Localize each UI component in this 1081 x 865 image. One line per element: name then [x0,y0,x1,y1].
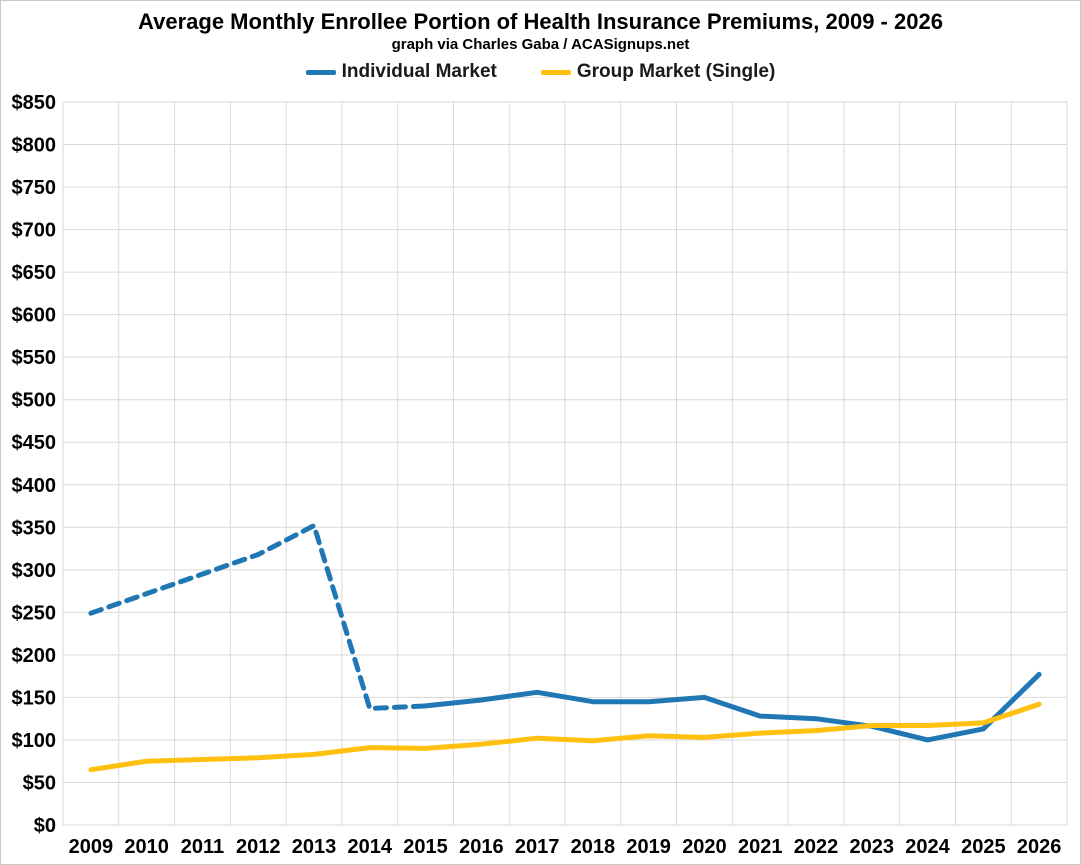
y-axis-tick-label: $350 [12,517,57,539]
x-axis-tick-label: 2013 [292,836,337,858]
individual-market-line [423,671,1042,743]
y-axis-tick-label: $150 [12,687,57,709]
x-axis-tick-label: 2018 [571,836,616,858]
x-axis-tick-label: 2023 [850,836,895,858]
y-axis-tick-label: $750 [12,177,57,199]
legend-line-swatch-individual-icon [305,69,336,75]
x-axis-tick-label: 2020 [682,836,727,858]
legend-line-swatch-group-icon [540,69,571,75]
y-axis-tick-label: $200 [12,645,57,667]
y-axis-tick-label: $850 [12,92,57,114]
x-axis-tick-label: 2026 [1017,836,1062,858]
x-axis-tick-label: 2019 [626,836,671,858]
x-axis-tick-label: 2024 [905,836,950,858]
y-axis-tick-label: $800 [12,135,57,157]
x-axis-tick-label: 2022 [794,836,839,858]
y-axis-tick-label: $450 [12,432,57,454]
legend-item-individual-market: Individual Market [305,61,497,83]
x-axis-tick-label: 2015 [403,836,448,858]
y-axis-tick-label: $300 [12,560,57,582]
y-axis-tick-label: $700 [12,220,57,242]
group-market-single-line [88,701,1042,773]
x-axis-tick-label: 2014 [348,836,393,858]
x-axis-tick-label: 2025 [961,836,1006,858]
x-axis-tick-label: 2021 [738,836,783,858]
legend-label-individual-market: Individual Market [341,61,497,82]
legend-item-group-market: Group Market (Single) [540,61,776,83]
legend-label-group-market: Group Market (Single) [576,61,776,82]
chart-title: Average Monthly Enrollee Portion of Heal… [138,9,943,34]
y-axis-tick-label: $500 [12,390,57,412]
x-axis-tick-label: 2009 [69,836,114,858]
y-axis-tick-label: $50 [23,772,56,794]
y-axis-tick-label: $400 [12,475,57,497]
y-axis-tick-label: $600 [12,305,57,327]
x-axis-tick-label: 2016 [459,836,504,858]
x-axis-tick-label: 2011 [181,836,224,858]
x-axis-tick-label: 2010 [124,836,169,858]
y-axis-tick-label: $250 [12,602,57,624]
x-axis-tick-label: 2012 [236,836,281,858]
chart-subtitle: graph via Charles Gaba / ACASignups.net [391,36,690,53]
y-axis-tick-label: $550 [12,347,57,369]
chart-legend: Individual Market Group Market (Single) [1,61,1080,83]
individual-market-line-dashed-segment [88,523,429,711]
y-axis-tick-label: $100 [12,730,57,752]
y-axis-tick-label: $0 [34,815,56,837]
y-axis-tick-label: $650 [12,262,57,284]
x-axis-tick-label: 2017 [515,836,560,858]
